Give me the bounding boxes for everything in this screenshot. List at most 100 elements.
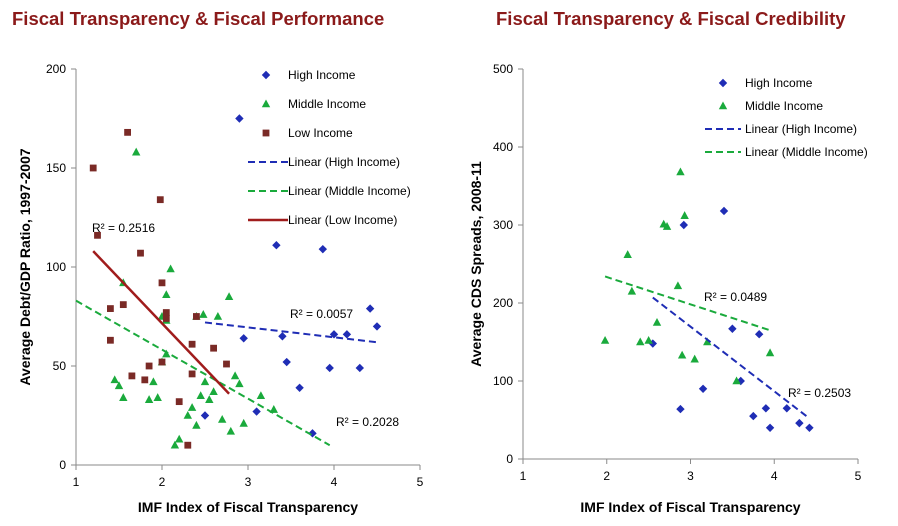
legend-marker (718, 101, 728, 110)
data-point (158, 358, 166, 366)
data-point (318, 244, 328, 254)
y-tick-label: 400 (493, 140, 513, 154)
data-point (110, 375, 119, 384)
series-middle-income (110, 147, 278, 449)
trendline (604, 275, 771, 332)
trendline (75, 299, 331, 447)
data-point (200, 377, 210, 386)
data-point (132, 147, 141, 156)
y-tick-label: 100 (493, 374, 513, 388)
data-point (156, 196, 164, 204)
data-point (765, 423, 775, 432)
legend-label: Middle Income (288, 97, 366, 111)
data-point (272, 241, 281, 250)
data-point (205, 395, 214, 403)
legend-label: Linear (Low Income) (288, 213, 397, 227)
data-point (662, 222, 672, 230)
data-point (128, 372, 136, 380)
data-point (679, 220, 688, 230)
y-tick-label: 100 (46, 260, 66, 274)
data-point (680, 211, 689, 219)
legend-label: Linear (High Income) (288, 155, 400, 169)
x-tick-label: 1 (73, 475, 80, 489)
data-point (728, 324, 737, 333)
data-point (719, 206, 729, 216)
chart-0 (71, 68, 421, 470)
data-point (652, 318, 662, 326)
data-point (256, 391, 266, 399)
data-point (295, 383, 304, 392)
x-tick-label: 5 (855, 469, 862, 483)
data-point (698, 384, 708, 393)
legend (248, 70, 288, 222)
legend-label: Linear (Middle Income) (288, 184, 411, 198)
legend-label: Linear (Middle Income) (745, 145, 868, 159)
data-point (144, 395, 154, 403)
legend-label: Middle Income (745, 99, 823, 113)
data-point (196, 391, 205, 399)
x-tick-label: 1 (520, 469, 527, 483)
y-tick-label: 200 (46, 62, 66, 76)
data-point (183, 411, 192, 419)
data-point (107, 305, 114, 312)
data-point (372, 322, 382, 331)
x-tick-label: 3 (245, 475, 252, 489)
data-point (170, 440, 180, 449)
series-high-income (200, 114, 382, 438)
x-axis-label: IMF Index of Fiscal Transparency (138, 499, 358, 515)
data-point (239, 334, 248, 343)
data-point (175, 434, 184, 443)
y-axis-label: Average Debt/GDP Ratio, 1997-2007 (17, 148, 33, 386)
r-squared-label: R² = 0.0489 (704, 290, 767, 304)
x-tick-label: 2 (159, 475, 166, 489)
data-point (193, 313, 200, 320)
data-point (149, 377, 158, 386)
data-point (218, 414, 227, 423)
data-point (308, 429, 317, 438)
data-point (600, 335, 610, 344)
x-tick-label: 4 (771, 469, 778, 483)
y-axis-label: Average CDS Spreads, 2008-11 (468, 161, 484, 367)
data-point (749, 411, 758, 421)
data-point (795, 418, 804, 428)
r-squared-label: R² = 0.0057 (290, 307, 353, 321)
data-point (192, 420, 201, 429)
x-tick-label: 5 (417, 475, 424, 489)
legend-label: High Income (745, 76, 813, 90)
data-point (676, 167, 685, 176)
legend-marker (261, 70, 271, 80)
data-point (114, 381, 124, 390)
data-point (166, 264, 175, 273)
data-point (209, 387, 218, 396)
data-point (627, 286, 637, 295)
legend-marker (262, 129, 270, 137)
data-point (676, 404, 685, 414)
data-point (162, 349, 171, 358)
data-point (158, 279, 166, 287)
legend-marker (718, 78, 728, 88)
trendline (652, 296, 811, 420)
data-point (224, 292, 234, 300)
data-point (137, 249, 144, 257)
data-point (732, 376, 741, 385)
y-tick-label: 50 (53, 359, 67, 373)
data-point (145, 362, 153, 370)
data-point (235, 379, 244, 388)
r-squared-label: R² = 0.2028 (336, 415, 399, 429)
data-point (325, 363, 334, 373)
trendline (92, 250, 230, 395)
data-point (761, 404, 771, 413)
data-point (703, 337, 712, 346)
r-squared-label: R² = 0.2503 (788, 386, 851, 400)
data-point (278, 332, 287, 341)
data-point (119, 393, 128, 401)
data-point (365, 304, 375, 313)
data-point (107, 336, 114, 344)
data-point (141, 376, 149, 384)
data-point (269, 405, 278, 413)
data-point (200, 411, 210, 420)
data-point (188, 370, 196, 378)
chart-title-fiscal-performance: Fiscal Transparency & Fiscal Performance (12, 8, 385, 29)
legend (705, 78, 741, 153)
y-tick-label: 0 (506, 452, 513, 466)
